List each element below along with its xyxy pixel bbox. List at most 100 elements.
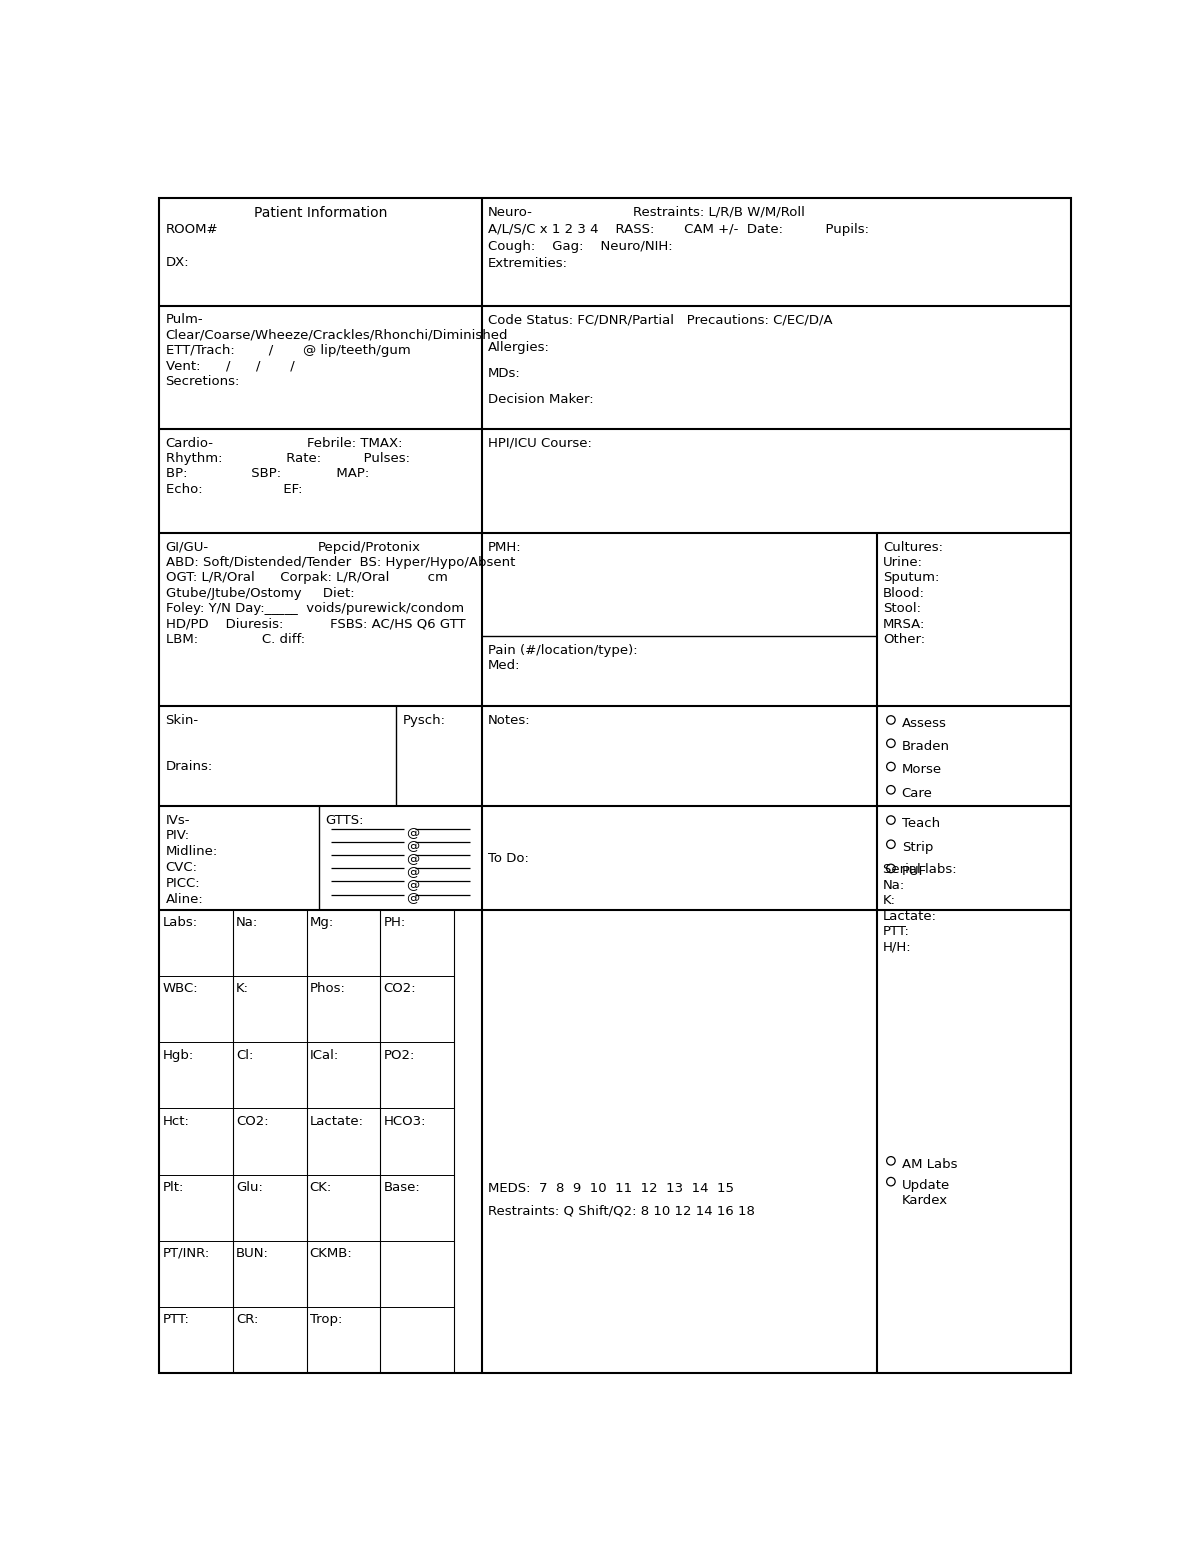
Text: K:: K: — [883, 895, 896, 907]
Text: Cardio-: Cardio- — [166, 436, 214, 450]
Text: Labs:: Labs: — [162, 916, 198, 929]
Text: Restraints: Q Shift/Q2: 8 10 12 14 16 18: Restraints: Q Shift/Q2: 8 10 12 14 16 18 — [488, 1205, 755, 1218]
Text: MRSA:: MRSA: — [883, 618, 925, 631]
Text: Rhythm:               Rate:          Pulses:: Rhythm: Rate: Pulses: — [166, 452, 409, 464]
Text: Assess: Assess — [901, 717, 947, 730]
Text: Sputum:: Sputum: — [883, 572, 940, 584]
Text: Allergies:: Allergies: — [488, 342, 550, 354]
Text: Code Status: FC/DNR/Partial   Precautions: C/EC/D/A: Code Status: FC/DNR/Partial Precautions:… — [488, 314, 833, 326]
Text: PO2:: PO2: — [383, 1048, 415, 1062]
Text: Neuro-: Neuro- — [488, 205, 533, 219]
Text: Na:: Na: — [883, 879, 906, 891]
Text: Cl:: Cl: — [236, 1048, 253, 1062]
Text: Plt:: Plt: — [162, 1180, 184, 1194]
Text: K:: K: — [236, 983, 250, 995]
Text: ABD: Soft/Distended/Tender  BS: Hyper/Hypo/Absent: ABD: Soft/Distended/Tender BS: Hyper/Hyp… — [166, 556, 515, 568]
Text: Midline:: Midline: — [166, 845, 217, 859]
Text: Phos:: Phos: — [310, 983, 346, 995]
Text: Teach: Teach — [901, 817, 940, 829]
Text: PTT:: PTT: — [883, 926, 910, 938]
Text: ETT/Trach:        /       @ lip/teeth/gum: ETT/Trach: / @ lip/teeth/gum — [166, 345, 410, 357]
Text: Decision Maker:: Decision Maker: — [488, 393, 594, 407]
Text: Aline:: Aline: — [166, 893, 203, 905]
Text: Drains:: Drains: — [166, 759, 212, 773]
Text: @: @ — [406, 828, 419, 840]
Text: Urine:: Urine: — [883, 556, 923, 568]
Text: Secretions:: Secretions: — [166, 374, 240, 388]
Text: Na:: Na: — [236, 916, 258, 929]
Text: Med:: Med: — [488, 658, 521, 672]
Text: HPI/ICU Course:: HPI/ICU Course: — [488, 436, 592, 450]
Text: ROOM#: ROOM# — [166, 222, 218, 236]
Text: DX:: DX: — [166, 256, 190, 269]
Text: @: @ — [406, 840, 419, 853]
Text: WBC:: WBC: — [162, 983, 198, 995]
Text: H/H:: H/H: — [883, 941, 912, 954]
Text: HD/PD    Diuresis:           FSBS: AC/HS Q6 GTT: HD/PD Diuresis: FSBS: AC/HS Q6 GTT — [166, 618, 466, 631]
Text: Cough:    Gag:    Neuro/NIH:: Cough: Gag: Neuro/NIH: — [488, 241, 672, 253]
Text: BUN:: BUN: — [236, 1247, 269, 1259]
Text: Other:: Other: — [883, 634, 925, 646]
Text: Trop:: Trop: — [310, 1312, 342, 1326]
Text: @: @ — [406, 893, 419, 905]
Text: Cultures:: Cultures: — [883, 540, 943, 553]
Text: Extremities:: Extremities: — [488, 258, 568, 270]
Text: @: @ — [406, 853, 419, 867]
Text: PMH:: PMH: — [488, 540, 522, 553]
Text: CK:: CK: — [310, 1180, 332, 1194]
Text: Skin-: Skin- — [166, 714, 199, 727]
Text: Foley: Y/N Day:_____  voids/purewick/condom: Foley: Y/N Day:_____ voids/purewick/cond… — [166, 603, 463, 615]
Text: Blood:: Blood: — [883, 587, 925, 599]
Text: Clear/Coarse/Wheeze/Crackles/Rhonchi/Diminished: Clear/Coarse/Wheeze/Crackles/Rhonchi/Dim… — [166, 329, 508, 342]
Text: A/L/S/C x 1 2 3 4    RASS:       CAM +/-  Date:          Pupils:: A/L/S/C x 1 2 3 4 RASS: CAM +/- Date: Pu… — [488, 224, 869, 236]
Text: Base:: Base: — [383, 1180, 420, 1194]
Text: Strip: Strip — [901, 842, 934, 854]
Text: Echo:                   EF:: Echo: EF: — [166, 483, 302, 495]
Text: PIV:: PIV: — [166, 829, 190, 842]
Text: PT/INR:: PT/INR: — [162, 1247, 210, 1259]
Text: PH:: PH: — [383, 916, 406, 929]
Text: Stool:: Stool: — [883, 603, 922, 615]
Text: Update: Update — [901, 1179, 950, 1191]
Text: Serial labs:: Serial labs: — [883, 863, 956, 876]
Text: MDs:: MDs: — [488, 368, 521, 380]
Text: Notes:: Notes: — [488, 714, 530, 727]
Text: Lactate:: Lactate: — [310, 1115, 364, 1127]
Text: LBM:               C. diff:: LBM: C. diff: — [166, 634, 305, 646]
Text: Hgb:: Hgb: — [162, 1048, 193, 1062]
Text: GTTS:: GTTS: — [325, 814, 364, 826]
Text: @: @ — [406, 867, 419, 879]
Text: Mg:: Mg: — [310, 916, 334, 929]
Text: To Do:: To Do: — [488, 853, 529, 865]
Text: Braden: Braden — [901, 741, 949, 753]
Text: Pain (#/location/type):: Pain (#/location/type): — [488, 643, 637, 657]
Text: Kardex: Kardex — [901, 1194, 948, 1207]
Text: IVs-: IVs- — [166, 814, 190, 826]
Text: MEDS:  7  8  9  10  11  12  13  14  15: MEDS: 7 8 9 10 11 12 13 14 15 — [488, 1182, 734, 1194]
Text: @: @ — [406, 879, 419, 891]
Text: Lactate:: Lactate: — [883, 910, 937, 922]
Text: OGT: L/R/Oral      Corpak: L/R/Oral         cm: OGT: L/R/Oral Corpak: L/R/Oral cm — [166, 572, 448, 584]
Text: Glu:: Glu: — [236, 1180, 263, 1194]
Text: Pepcid/Protonix: Pepcid/Protonix — [318, 540, 421, 553]
Text: PICC:: PICC: — [166, 877, 200, 890]
Text: Patient Information: Patient Information — [254, 205, 388, 219]
Text: Restraints: L/R/B W/M/Roll: Restraints: L/R/B W/M/Roll — [632, 205, 805, 219]
Text: ICal:: ICal: — [310, 1048, 338, 1062]
Text: HCO3:: HCO3: — [383, 1115, 426, 1127]
Text: Gtube/Jtube/Ostomy     Diet:: Gtube/Jtube/Ostomy Diet: — [166, 587, 354, 599]
Text: Care: Care — [901, 787, 932, 800]
Text: CVC:: CVC: — [166, 860, 198, 874]
Text: Morse: Morse — [901, 764, 942, 776]
Text: BP:               SBP:             MAP:: BP: SBP: MAP: — [166, 467, 368, 480]
Text: Hct:: Hct: — [162, 1115, 190, 1127]
Text: Pulm-: Pulm- — [166, 314, 203, 326]
Text: CKMB:: CKMB: — [310, 1247, 353, 1259]
Text: Febrile: TMAX:: Febrile: TMAX: — [306, 436, 402, 450]
Text: CO2:: CO2: — [383, 983, 416, 995]
Text: CO2:: CO2: — [236, 1115, 269, 1127]
Text: CR:: CR: — [236, 1312, 258, 1326]
Text: PUF: PUF — [901, 865, 926, 879]
Text: Pysch:: Pysch: — [403, 714, 445, 727]
Text: Vent:      /      /       /: Vent: / / / — [166, 360, 294, 373]
